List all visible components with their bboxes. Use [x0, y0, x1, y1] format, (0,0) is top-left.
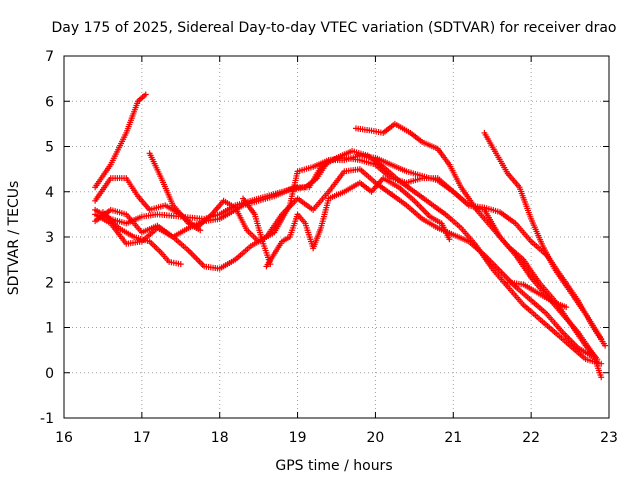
series-trace-11: [481, 129, 605, 342]
data-point: [598, 374, 605, 381]
series-trace-9: [263, 175, 453, 270]
x-tick-label: 18: [211, 430, 229, 446]
y-tick-label: 2: [45, 275, 54, 291]
data-series: [92, 91, 609, 381]
data-point: [594, 356, 601, 363]
x-tick-label: 16: [55, 430, 73, 446]
series-trace-3: [92, 166, 597, 360]
x-tick-label: 21: [444, 430, 462, 446]
y-tick-label: 1: [45, 321, 54, 337]
data-point: [602, 342, 609, 349]
y-tick-label: 6: [45, 94, 54, 110]
y-tick-label: 0: [45, 366, 54, 382]
x-tick-label: 20: [367, 430, 385, 446]
x-tick-label: 19: [289, 430, 307, 446]
data-point: [197, 227, 204, 234]
series-trace-12: [504, 279, 570, 311]
x-tick-label: 17: [133, 430, 151, 446]
y-tick-label: 7: [45, 49, 54, 65]
data-point: [598, 335, 605, 342]
series-trace-6: [146, 150, 204, 234]
data-point: [142, 91, 149, 98]
chart-title: Day 175 of 2025, Sidereal Day-to-day VTE…: [51, 20, 616, 36]
y-tick-label: 3: [45, 230, 54, 246]
series-trace-7: [99, 209, 184, 268]
series-trace-10: [352, 120, 601, 363]
y-tick-label: 4: [45, 185, 54, 201]
data-point: [446, 236, 453, 243]
series-trace-1: [92, 91, 149, 191]
x-tick-label: 22: [522, 430, 540, 446]
data-point: [563, 304, 570, 311]
x-tick-label: 23: [600, 430, 618, 446]
data-point: [177, 261, 184, 268]
y-tick-label: -1: [40, 411, 54, 427]
y-axis-label: SDTVAR / TECUs: [6, 181, 22, 296]
x-axis-label: GPS time / hours: [275, 458, 392, 474]
y-tick-label: 5: [45, 140, 54, 156]
